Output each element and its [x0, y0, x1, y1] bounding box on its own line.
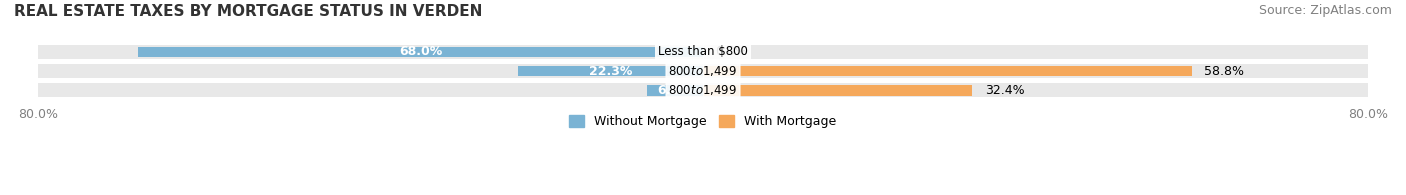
Bar: [38, 45, 1368, 59]
Text: Less than $800: Less than $800: [658, 45, 748, 58]
Text: 6.8%: 6.8%: [658, 84, 692, 97]
Text: $800 to $1,499: $800 to $1,499: [668, 83, 738, 97]
Bar: [647, 85, 703, 96]
Text: Source: ZipAtlas.com: Source: ZipAtlas.com: [1258, 4, 1392, 17]
Bar: [703, 85, 972, 96]
Text: REAL ESTATE TAXES BY MORTGAGE STATUS IN VERDEN: REAL ESTATE TAXES BY MORTGAGE STATUS IN …: [14, 4, 482, 19]
Text: 0.0%: 0.0%: [716, 45, 748, 58]
Bar: [38, 64, 1368, 78]
Text: 32.4%: 32.4%: [984, 84, 1025, 97]
Bar: [517, 66, 703, 76]
Bar: [38, 83, 1368, 97]
Text: 22.3%: 22.3%: [589, 65, 633, 78]
Text: $800 to $1,499: $800 to $1,499: [668, 64, 738, 78]
Text: 68.0%: 68.0%: [399, 45, 441, 58]
Legend: Without Mortgage, With Mortgage: Without Mortgage, With Mortgage: [564, 110, 842, 133]
Text: 58.8%: 58.8%: [1204, 65, 1244, 78]
Bar: [138, 47, 703, 57]
Bar: [703, 66, 1191, 76]
